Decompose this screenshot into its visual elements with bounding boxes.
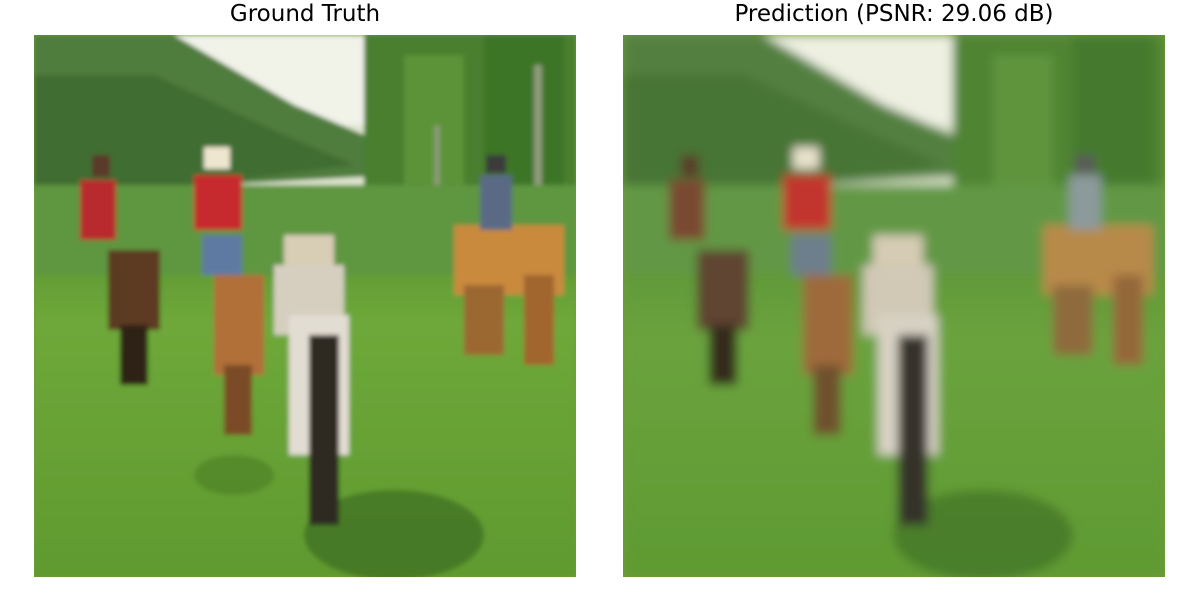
ground-truth-scene: [34, 35, 576, 577]
prediction-panel: Prediction (PSNR: 29.06 dB): [623, 0, 1165, 600]
prediction-scene: [623, 35, 1165, 577]
ground-truth-image: [34, 35, 576, 577]
prediction-image: [623, 35, 1165, 577]
ground-truth-panel: Ground Truth: [34, 0, 576, 600]
prediction-title: Prediction (PSNR: 29.06 dB): [734, 1, 1054, 27]
ground-truth-title: Ground Truth: [229, 1, 381, 27]
